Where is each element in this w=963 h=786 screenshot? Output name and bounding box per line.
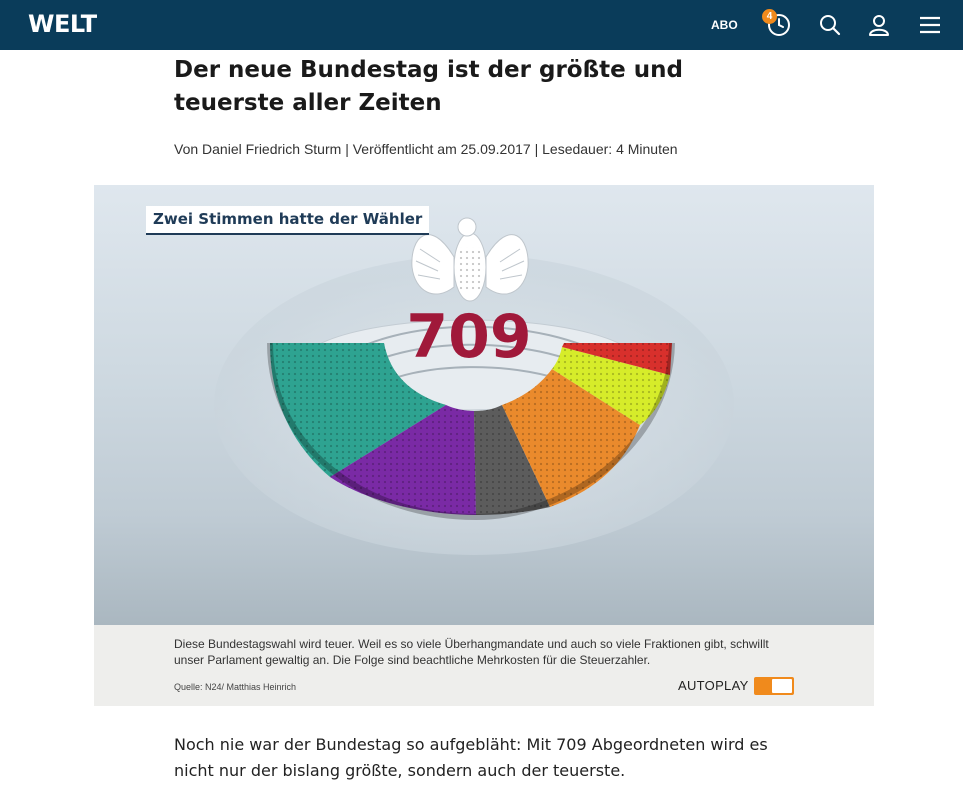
video-caption: Diese Bundestagswahl wird teuer. Weil es… <box>174 637 769 667</box>
video-player[interactable]: 709 Zwei Stimmen hatte der Wähler <box>94 185 874 625</box>
author-link[interactable]: Von Daniel Friedrich Sturm <box>174 141 342 157</box>
article-intro-text: Noch nie war der Bundestag so aufgebläht… <box>174 735 768 780</box>
seat-count-label: 709 <box>406 302 531 372</box>
bundesadler-icon <box>411 217 529 302</box>
notification-badge: 4 <box>762 9 777 24</box>
reading-time: Lesedauer: 4 Minuten <box>542 141 678 157</box>
welt-logo[interactable]: WELT <box>28 10 97 38</box>
search-button[interactable] <box>817 12 843 38</box>
autoplay-toggle[interactable] <box>754 677 794 695</box>
search-icon <box>820 15 841 36</box>
video-overlay-label: Zwei Stimmen hatte der Wähler <box>146 206 430 235</box>
autoplay-label: AUTOPLAY <box>678 678 749 693</box>
top-navigation-bar: WELT ABO 4 <box>0 0 963 50</box>
autoplay-toggle-knob <box>772 679 792 693</box>
article-byline: Von Daniel Friedrich Sturm | Veröffentli… <box>174 141 678 157</box>
menu-button[interactable] <box>917 12 943 38</box>
clock-icon <box>768 14 790 36</box>
parliament-seat-diagram <box>267 342 675 521</box>
video-source: Quelle: N24/ Matthias Heinrich <box>174 682 297 692</box>
video-frame-bundestag-graphic: 709 <box>214 217 734 555</box>
abo-link[interactable]: ABO <box>711 18 738 32</box>
article-headline: Der neue Bundestag ist der größte und te… <box>174 57 683 116</box>
video-caption-area: Diese Bundestagswahl wird teuer. Weil es… <box>94 625 874 706</box>
user-icon <box>869 15 889 36</box>
account-button[interactable] <box>866 12 892 38</box>
reading-history-button[interactable] <box>766 12 792 38</box>
byline-separator: | <box>534 141 539 157</box>
byline-separator: | <box>345 141 349 157</box>
publish-date: Veröffentlicht am 25.09.2017 <box>352 141 531 157</box>
menu-icon <box>920 16 940 34</box>
